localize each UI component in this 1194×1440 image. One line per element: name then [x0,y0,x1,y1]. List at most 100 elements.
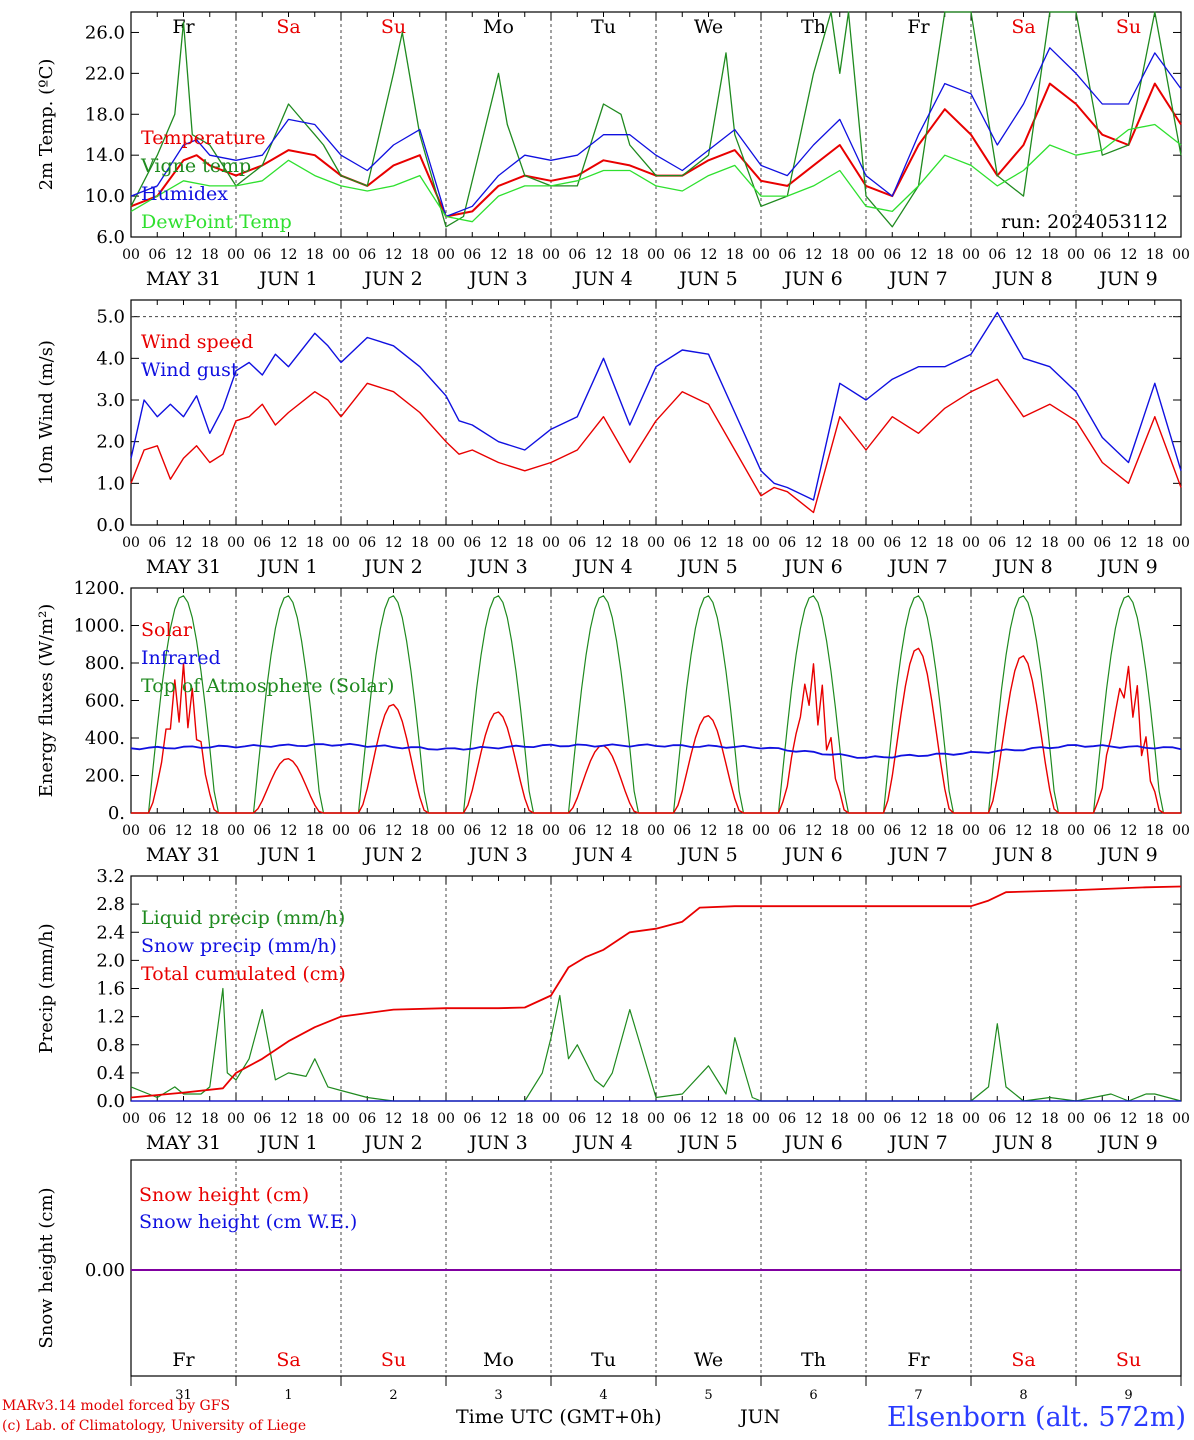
legend-entry: Infrared [141,647,221,669]
x-tick-label: 06 [568,823,586,839]
x-tick-label: 18 [621,535,639,551]
date-label: JUN 3 [467,1132,527,1154]
x-tick-label: 18 [936,535,954,551]
y-axis-label: Precip (mm/h) [36,923,57,1053]
model-credit: MARv3.14 model forced by GFS [2,1398,231,1414]
x-tick-label: 00 [122,247,140,263]
date-label: JUN 6 [782,1132,842,1154]
x-tick-label: 00 [332,823,350,839]
weekday-label: Sa [1011,1349,1035,1371]
x-tick-label: 06 [988,535,1006,551]
y-tick-label: 18.0 [85,104,125,125]
day-number: 7 [914,1388,922,1400]
date-label: JUN 5 [677,556,737,578]
weekday-label: Fr [172,1349,195,1371]
x-tick-label: 00 [332,535,350,551]
date-label: JUN 9 [1097,844,1157,866]
y-tick-label: 2.4 [96,922,125,943]
series-line [130,123,1182,223]
x-tick-label: 00 [1172,823,1190,839]
date-label: JUN 2 [362,1132,422,1154]
date-label: MAY 31 [146,556,221,578]
time-axis-label: Time UTC (GMT+0h) [456,1406,662,1428]
x-tick-label: 06 [673,1111,691,1127]
date-label: JUN 3 [467,556,527,578]
y-tick-label: 2.0 [96,432,125,453]
weekday-label: Tu [591,16,616,38]
date-label: JUN 9 [1097,1132,1157,1154]
y-tick-label: 4.0 [96,348,125,369]
y-tick-label: 200. [85,766,125,787]
x-tick-label: 18 [726,535,744,551]
y-tick-label: 1.2 [96,1007,125,1028]
x-tick-label: 00 [857,535,875,551]
y-tick-label: 0.8 [96,1035,125,1056]
x-tick-label: 12 [595,1111,613,1127]
day-number: 2 [389,1388,397,1400]
x-tick-label: 12 [700,247,718,263]
x-tick-label: 06 [673,535,691,551]
x-tick-label: 00 [1172,1111,1190,1127]
x-tick-label: 12 [805,823,823,839]
x-tick-label: 00 [857,247,875,263]
plot-frame [130,587,1182,814]
x-tick-label: 18 [516,823,534,839]
x-tick-label: 06 [883,535,901,551]
date-label: JUN 6 [782,844,842,866]
x-tick-label: 00 [542,823,560,839]
x-tick-label: 12 [910,823,928,839]
x-tick-label: 18 [831,823,849,839]
x-tick-label: 00 [122,535,140,551]
x-tick-label: 00 [122,1111,140,1127]
x-tick-label: 00 [752,535,770,551]
x-tick-label: 12 [700,1111,718,1127]
date-label: JUN 9 [1097,556,1157,578]
x-tick-label: 12 [490,823,508,839]
x-tick-label: 00 [857,1111,875,1127]
x-tick-label: 12 [910,1111,928,1127]
x-tick-label: 00 [332,247,350,263]
x-tick-label: 00 [1172,247,1190,263]
weekday-label: Th [801,1349,826,1371]
x-tick-label: 00 [962,1111,980,1127]
x-tick-label: 18 [201,823,219,839]
x-tick-label: 18 [1041,1111,1059,1127]
x-tick-label: 12 [805,1111,823,1127]
date-label: JUN 2 [362,268,422,290]
date-label: JUN 5 [677,268,737,290]
weekday-label: Sa [276,1349,300,1371]
x-tick-label: 00 [1067,535,1085,551]
date-label: JUN 6 [782,268,842,290]
x-tick-label: 00 [332,1111,350,1127]
x-tick-label: 12 [280,247,298,263]
day-number: 4 [599,1388,607,1400]
x-tick-label: 00 [962,247,980,263]
x-tick-label: 06 [988,247,1006,263]
date-label: JUN 1 [257,556,317,578]
date-label: JUN 8 [992,844,1052,866]
x-tick-label: 18 [621,247,639,263]
y-tick-label: 0.0 [96,1091,125,1112]
legend-entry: Top of Atmosphere (Solar) [141,675,394,697]
series-line [130,82,1182,218]
series-line [130,743,1182,759]
date-label: JUN 7 [887,844,947,866]
x-tick-label: 18 [306,535,324,551]
weekday-label: Fr [907,1349,930,1371]
x-tick-label: 00 [962,823,980,839]
legend-entry: Liquid precip (mm/h) [141,907,345,929]
x-tick-label: 12 [175,535,193,551]
x-tick-label: 12 [280,1111,298,1127]
date-label: JUN 7 [887,1132,947,1154]
x-tick-label: 18 [726,823,744,839]
x-tick-label: 00 [1067,1111,1085,1127]
x-tick-label: 18 [201,1111,219,1127]
legend-entry: Humidex [141,183,228,205]
date-label: JUN 3 [467,268,527,290]
x-tick-label: 00 [227,535,245,551]
y-tick-label: 2.8 [96,894,125,915]
x-tick-label: 00 [752,1111,770,1127]
weekday-label: Th [801,16,826,38]
x-tick-label: 18 [1041,247,1059,263]
legend-entry: Snow height (cm) [139,1184,309,1206]
